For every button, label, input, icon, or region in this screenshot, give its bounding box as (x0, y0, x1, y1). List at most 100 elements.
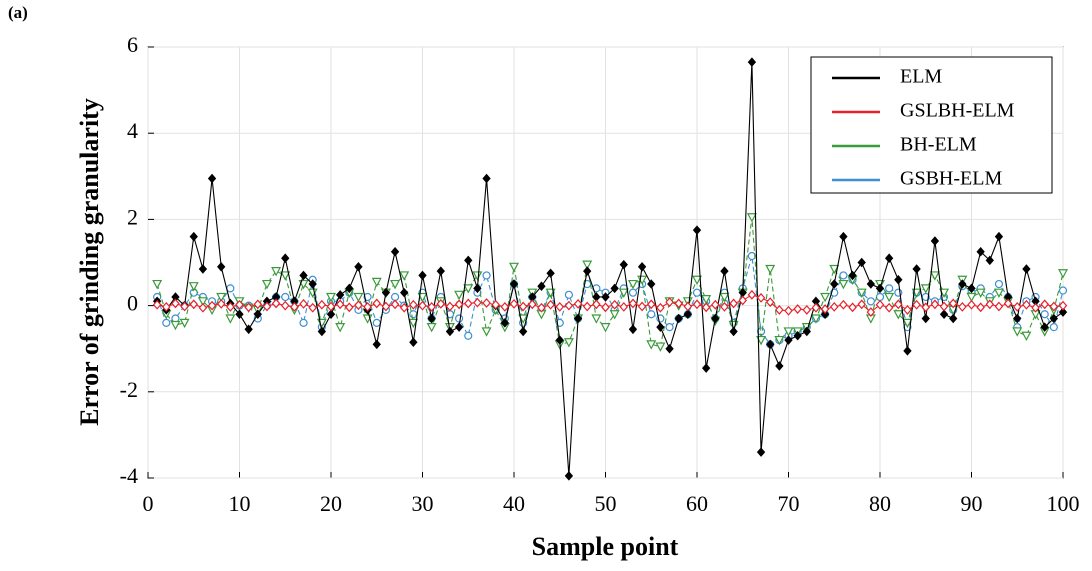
marker (317, 299, 327, 310)
marker (820, 292, 831, 303)
marker (582, 260, 593, 270)
marker (518, 301, 528, 312)
marker (445, 326, 455, 337)
marker (884, 292, 895, 303)
marker (345, 302, 354, 313)
series-line (156, 62, 1064, 476)
marker (226, 301, 235, 312)
marker (353, 292, 364, 303)
plot-area (152, 57, 1068, 481)
marker (399, 302, 409, 313)
marker (720, 266, 729, 276)
marker (1040, 322, 1049, 332)
marker (829, 301, 839, 312)
marker (271, 267, 282, 277)
marker (335, 290, 345, 300)
marker (509, 262, 519, 273)
marker (555, 301, 565, 312)
marker (894, 299, 903, 310)
x-tick-label: 10 (229, 491, 251, 516)
marker (683, 301, 693, 312)
marker (958, 301, 967, 312)
marker (619, 259, 628, 270)
marker (473, 283, 482, 294)
marker (720, 301, 729, 312)
y-tick-label: 0 (127, 291, 138, 316)
marker (427, 301, 436, 312)
marker (902, 318, 913, 329)
series (152, 289, 1068, 317)
marker (857, 257, 866, 268)
marker (920, 284, 931, 294)
marker (317, 326, 327, 337)
marker (875, 283, 885, 294)
marker (1021, 331, 1032, 342)
marker (683, 309, 693, 319)
y-tick-label: 4 (127, 118, 138, 143)
marker (464, 255, 473, 266)
x-tick-label: 40 (503, 491, 525, 516)
marker (609, 310, 620, 320)
marker (235, 309, 244, 319)
legend: ELM GSLBH-ELM BH-ELM GSBH-ELM (810, 56, 1053, 194)
marker (152, 279, 163, 290)
marker (839, 231, 848, 242)
marker (856, 288, 867, 298)
marker (180, 301, 189, 312)
marker (903, 304, 912, 315)
marker (985, 255, 994, 266)
marker (619, 301, 629, 312)
series-line (156, 217, 1064, 348)
marker (893, 310, 904, 320)
marker (390, 279, 401, 290)
marker (939, 301, 949, 312)
marker (354, 300, 363, 311)
marker (189, 231, 198, 242)
marker (746, 213, 757, 223)
grid: 0 10 20 30 40 50 60 70 80 90 100 -4 -2 0 2 4 6 (120, 32, 1080, 516)
marker (162, 318, 171, 327)
marker (1058, 307, 1068, 317)
marker (299, 270, 308, 281)
marker (793, 304, 802, 314)
marker (820, 309, 830, 319)
marker (701, 363, 711, 373)
marker (1049, 301, 1059, 312)
marker (647, 310, 656, 319)
marker (975, 288, 986, 298)
marker (509, 279, 519, 289)
marker (290, 301, 299, 312)
marker (875, 299, 885, 310)
marker (299, 318, 308, 327)
marker (692, 225, 702, 235)
legend-box (810, 56, 1053, 194)
marker (655, 342, 666, 352)
marker (390, 246, 400, 257)
marker (930, 236, 940, 246)
marker (573, 298, 583, 309)
marker (436, 298, 446, 309)
marker (802, 326, 811, 337)
marker (500, 318, 510, 328)
series-line (157, 294, 1064, 313)
marker (793, 331, 802, 341)
marker (555, 335, 564, 345)
marker (958, 279, 967, 289)
y-tick-label: 6 (127, 32, 138, 57)
marker (546, 299, 555, 310)
marker (637, 301, 647, 312)
marker (226, 284, 235, 293)
marker (966, 292, 977, 303)
marker (866, 297, 875, 306)
marker (665, 297, 674, 308)
y-tick-label: -2 (120, 377, 138, 402)
marker (646, 340, 657, 350)
marker (894, 274, 903, 285)
marker (408, 318, 419, 329)
marker (363, 301, 372, 312)
marker (518, 326, 528, 337)
marker (711, 313, 720, 324)
x-tick-label: 90 (961, 491, 983, 516)
marker (592, 299, 601, 310)
marker (546, 268, 555, 279)
